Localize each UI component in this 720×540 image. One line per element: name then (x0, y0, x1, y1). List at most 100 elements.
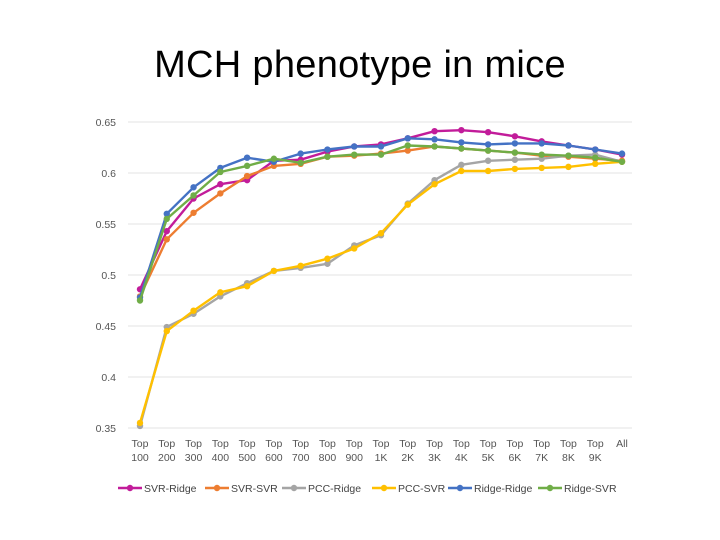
legend-marker (456, 484, 464, 492)
data-point (431, 136, 438, 143)
y-tick-label: 0.45 (96, 321, 117, 333)
data-point (163, 236, 170, 243)
x-tick-label: 100 (131, 452, 149, 464)
x-tick-label: 300 (185, 452, 203, 464)
data-point (592, 154, 599, 161)
series-lines (136, 126, 626, 430)
legend-item: SVR-Ridge (118, 483, 197, 495)
data-point (511, 149, 519, 156)
x-axis-tick-labels: Top 100 Top 200 Top 300 Top 400 Top 500 Top 600 Top 7… (131, 438, 628, 464)
data-point (190, 184, 197, 191)
x-tick-label: 400 (212, 452, 230, 464)
x-tick-label: Top (373, 438, 390, 450)
data-point (243, 172, 251, 180)
x-tick-label: Top (506, 438, 523, 450)
data-point (351, 143, 358, 150)
x-tick-label: Top (480, 438, 497, 450)
x-tick-label: 2K (401, 452, 414, 464)
data-point (243, 283, 251, 290)
gridlines (128, 121, 632, 429)
x-tick-label: 600 (265, 452, 283, 464)
data-point (618, 158, 626, 165)
data-point (538, 140, 545, 147)
legend-item: PCC-Ridge (282, 483, 361, 495)
y-tick-label: 0.55 (96, 219, 117, 231)
y-tick-label: 0.65 (96, 117, 117, 129)
x-tick-label: Top (319, 438, 336, 450)
legend: SVR-Ridge SVR-SVR PCC-Ridge PCC-SVR Ridge-Ri… (118, 483, 617, 495)
y-tick-label: 0.6 (101, 168, 116, 180)
series-line (138, 160, 624, 425)
data-point (163, 215, 170, 223)
legend-item: Ridge-Ridge (448, 483, 533, 495)
x-tick-label: Top (587, 438, 604, 450)
data-point (618, 150, 626, 157)
y-axis-tick-labels: 0.35 0.4 0.45 0.5 0.55 0.6 0.65 (96, 117, 117, 435)
legend-label: SVR-SVR (231, 483, 278, 495)
data-point (511, 140, 519, 147)
data-point (484, 167, 492, 175)
x-tick-label: 9K (589, 452, 602, 464)
data-point (324, 146, 331, 153)
series-pcc-ridge (136, 151, 626, 430)
data-point (270, 267, 278, 275)
data-point (484, 141, 492, 148)
legend-marker (380, 484, 388, 492)
data-point (431, 127, 438, 135)
data-point (404, 147, 411, 154)
data-point (511, 133, 519, 140)
data-point (511, 165, 519, 173)
data-point (190, 209, 197, 216)
data-point (163, 327, 170, 335)
series-pcc-svr (136, 158, 626, 427)
data-point (324, 153, 331, 160)
data-point (297, 150, 304, 157)
x-tick-label: 800 (319, 452, 337, 464)
legend-marker (213, 484, 221, 492)
x-tick-label: 1K (375, 452, 388, 464)
data-point (431, 143, 438, 150)
x-tick-label: Top (426, 438, 443, 450)
x-tick-label: All (616, 438, 628, 450)
x-tick-label: Top (239, 438, 256, 450)
data-point (565, 163, 572, 171)
legend-marker (290, 484, 298, 492)
x-tick-label: 8K (562, 452, 575, 464)
legend-item: SVR-SVR (205, 483, 278, 495)
series-line (138, 153, 624, 428)
x-tick-label: 700 (292, 452, 310, 464)
data-point (484, 157, 492, 164)
data-point (217, 168, 224, 176)
legend-label: SVR-Ridge (144, 483, 197, 495)
x-tick-label: 3K (428, 452, 441, 464)
data-point (190, 192, 197, 199)
data-point (217, 190, 224, 197)
x-tick-label: Top (158, 438, 175, 450)
x-tick-label: Top (453, 438, 470, 450)
data-point (190, 307, 197, 314)
data-point (163, 227, 170, 235)
data-point (324, 255, 331, 262)
data-point (458, 145, 465, 152)
x-tick-label: 500 (238, 452, 256, 464)
data-point (538, 164, 545, 172)
y-tick-label: 0.5 (101, 270, 116, 282)
legend-item: Ridge-SVR (538, 483, 617, 495)
data-point (404, 135, 411, 142)
x-tick-label: Top (399, 438, 416, 450)
data-point (458, 126, 465, 134)
legend-label: Ridge-Ridge (474, 483, 533, 495)
data-point (431, 181, 438, 188)
x-tick-label: Top (292, 438, 309, 450)
series-line (138, 137, 624, 299)
x-tick-label: 4K (455, 452, 468, 464)
data-point (458, 139, 465, 146)
legend-label: PCC-SVR (398, 483, 446, 495)
x-tick-label: Top (132, 438, 149, 450)
data-point (297, 262, 304, 270)
x-tick-label: Top (346, 438, 363, 450)
data-point (351, 245, 358, 252)
x-tick-label: 5K (482, 452, 495, 464)
x-tick-label: 900 (345, 452, 363, 464)
data-point (136, 297, 144, 304)
